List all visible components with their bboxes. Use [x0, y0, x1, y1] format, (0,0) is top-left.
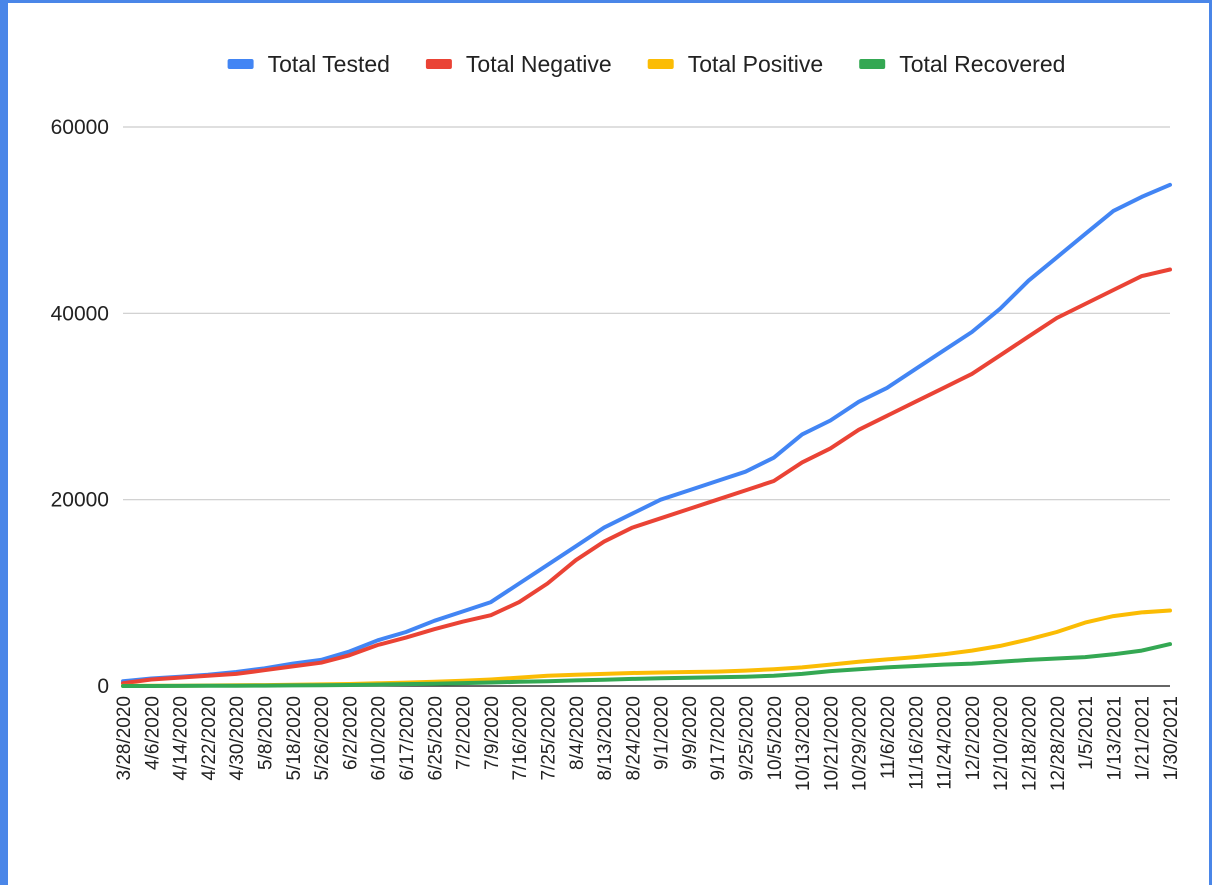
legend-label: Total Negative: [466, 51, 612, 77]
x-tick-label: 1/13/2021: [1104, 696, 1125, 781]
x-tick-label: 9/1/2020: [652, 696, 673, 770]
x-tick-label: 11/16/2020: [906, 696, 927, 790]
x-tick-label: 12/10/2020: [991, 696, 1012, 791]
x-tick-label: 11/24/2020: [935, 696, 956, 790]
y-tick-label: 0: [97, 675, 109, 698]
series-line-total-negative: [121, 267, 1172, 686]
series-line-total-tested: [121, 182, 1172, 684]
x-tick-label: 9/25/2020: [737, 696, 758, 781]
x-tick-label: 5/8/2020: [255, 696, 276, 770]
legend-item: Total Recovered: [859, 51, 1065, 77]
x-tick-label: 10/13/2020: [793, 696, 814, 791]
x-tick-label: 3/28/2020: [114, 696, 135, 781]
x-tick-label: 7/9/2020: [482, 696, 503, 770]
series-line-total-recovered: [121, 642, 1172, 688]
x-tick-label: 11/6/2020: [878, 696, 899, 779]
series-line-total-positive: [121, 608, 1172, 688]
x-tick-label: 7/16/2020: [510, 696, 531, 781]
x-tick-label: 1/5/2021: [1076, 696, 1097, 770]
legend-item: Total Negative: [425, 51, 612, 77]
y-tick-label: 60000: [51, 116, 109, 139]
x-axis-ticks: 3/28/2020 4/6/2020 4/14/2020 4/22/2020 4/30/…: [114, 696, 1182, 791]
x-tick-label: 10/5/2020: [765, 696, 786, 781]
legend-label: Total Positive: [688, 51, 824, 77]
x-tick-label: 12/18/2020: [1020, 696, 1041, 791]
x-tick-label: 6/2/2020: [340, 696, 361, 770]
x-tick-label: 4/6/2020: [142, 696, 163, 770]
x-tick-label: 8/13/2020: [595, 696, 616, 781]
y-axis-ticks: 0 20000 40000 60000: [51, 116, 109, 698]
x-tick-label: 4/22/2020: [199, 696, 220, 781]
legend-item: Total Positive: [647, 51, 824, 77]
legend: Total Tested Total Negative Total Positive…: [227, 51, 1065, 77]
x-tick-label: 1/30/2021: [1161, 696, 1182, 781]
y-tick-label: 20000: [51, 489, 109, 512]
x-tick-label: 8/24/2020: [623, 696, 644, 781]
x-tick-label: 5/26/2020: [312, 696, 333, 781]
legend-label: Total Tested: [268, 51, 390, 77]
x-tick-label: 6/17/2020: [397, 696, 418, 781]
x-tick-label: 9/17/2020: [708, 696, 729, 781]
x-tick-label: 1/21/2021: [1133, 696, 1154, 781]
legend-swatch: [425, 59, 452, 69]
x-tick-label: 5/18/2020: [284, 696, 305, 781]
x-tick-label: 4/14/2020: [171, 696, 192, 781]
x-tick-label: 9/9/2020: [680, 696, 701, 770]
x-tick-label: 10/29/2020: [850, 696, 871, 791]
legend-label: Total Recovered: [899, 51, 1065, 77]
x-tick-label: 7/25/2020: [538, 696, 559, 781]
legend-swatch: [647, 59, 674, 69]
legend-item: Total Tested: [227, 51, 390, 77]
x-tick-label: 8/4/2020: [567, 696, 588, 770]
grid-lines: [123, 126, 1170, 687]
x-tick-label: 4/30/2020: [227, 696, 248, 781]
x-tick-label: 7/2/2020: [454, 696, 475, 770]
series-lines: [121, 182, 1172, 688]
x-tick-label: 12/2/2020: [963, 696, 984, 781]
legend-swatch: [859, 59, 886, 69]
y-tick-label: 40000: [51, 302, 109, 325]
x-tick-label: 12/28/2020: [1048, 696, 1069, 791]
legend-swatch: [227, 59, 254, 69]
x-tick-label: 6/25/2020: [425, 696, 446, 781]
x-tick-label: 6/10/2020: [369, 696, 390, 781]
x-tick-label: 10/21/2020: [821, 696, 842, 791]
